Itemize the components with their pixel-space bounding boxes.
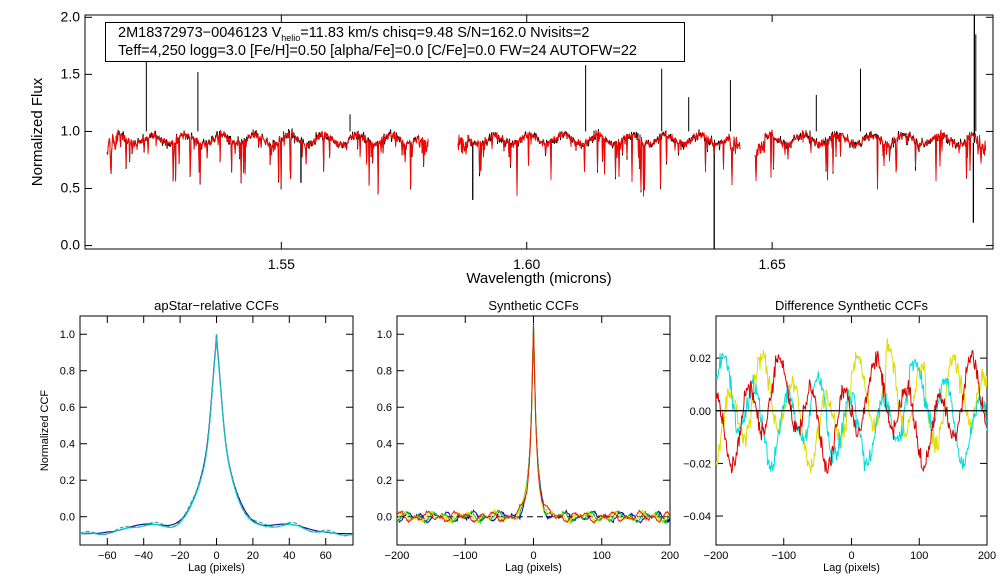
apstar-series-group — [80, 334, 353, 537]
synthetic-series-1 — [397, 323, 670, 524]
apstar-title: apStar−relative CCFs — [154, 298, 279, 313]
spectrum-y-axis-label: Normalized Flux — [29, 77, 46, 186]
spectrum-panel: 1.55 1.60 1.65 0.0 0.5 1.0 1.5 2.0 Wavelength (m… — [29, 8, 994, 287]
synthetic-y-tick-label: 0.4 — [377, 439, 392, 451]
spectrum-x-tick-label: 1.55 — [268, 256, 295, 272]
synthetic-ccf-panel: −200 −100 0 100 200 0.0 0.2 0.4 0.6 0.8 1.0 Synthet… — [377, 298, 679, 574]
apstar-y-tick-label: 0.0 — [60, 512, 75, 524]
difference-series-3 — [716, 350, 987, 474]
synthetic-x-axis-label: Lag (pixels) — [505, 562, 562, 574]
spectrum-info-box: 2M18372973−0046123 Vhelio=11.83 km/s chi… — [105, 22, 685, 62]
difference-ccf-panel: −200 −100 0 100 200 −0.04 −0.02 0.00 0.02 Differe… — [683, 298, 996, 574]
apstar-x-tick-label: 60 — [320, 550, 332, 562]
synthetic-y-tick-label: 0.2 — [377, 475, 392, 487]
apstar-plot-frame — [79, 315, 354, 546]
spectrum-model-line — [754, 129, 986, 190]
apstar-y-tick-label: 1.0 — [60, 329, 75, 341]
synthetic-x-tick-label: −200 — [385, 550, 410, 562]
apstar-x-tick-label: 20 — [247, 550, 259, 562]
apstar-x-tick-label: −60 — [98, 550, 117, 562]
synthetic-x-tick-label: 100 — [593, 550, 611, 562]
difference-series-1 — [716, 338, 987, 474]
spectrum-y-tick-label: 2.0 — [61, 8, 81, 24]
apstar-x-tick-label: −20 — [171, 550, 190, 562]
apstar-series-2 — [80, 334, 353, 536]
synthetic-title: Synthetic CCFs — [488, 298, 579, 313]
synthetic-series-3 — [397, 325, 670, 525]
synthetic-series-4 — [397, 324, 670, 525]
apstar-series-1 — [80, 334, 353, 535]
spectrum-y-tick-label: 1.5 — [61, 65, 81, 81]
info-star-id: 2M18372973−0046123 V — [118, 25, 282, 41]
spectrum-x-tick-label: 1.65 — [759, 256, 786, 272]
difference-title: Difference Synthetic CCFs — [775, 298, 928, 313]
apstar-x-tick-label: −40 — [134, 550, 153, 562]
difference-x-tick-label: 0 — [848, 550, 854, 562]
spectrum-plot-frame — [84, 14, 994, 250]
spectrum-model-line — [106, 129, 429, 195]
info-line-2: Teff=4,250 logg=3.0 [Fe/H]=0.50 [alpha/F… — [118, 43, 637, 59]
synthetic-y-tick-label: 0.0 — [377, 512, 392, 524]
info-vhelio-subscript: helio — [281, 32, 301, 43]
apstar-ccf-panel: −60 −40 −20 0 20 40 60 0.0 0.2 0.4 0.6 0.8 1.0 apStar… — [39, 298, 354, 574]
spectrum-model-series — [106, 129, 986, 197]
spectrum-model-line — [457, 130, 741, 197]
synthetic-x-tick-label: −100 — [453, 550, 478, 562]
apstar-series-3 — [80, 334, 353, 537]
difference-x-tick-label: 100 — [910, 550, 928, 562]
synthetic-plot-frame — [396, 315, 671, 546]
synthetic-x-tick-label: 200 — [661, 550, 679, 562]
difference-x-tick-label: −100 — [771, 550, 796, 562]
spectrum-x-tick-label: 1.60 — [513, 256, 540, 272]
spectrum-observed-line — [106, 128, 429, 195]
spectrum-x-axis-label: Wavelength (microns) — [466, 270, 611, 287]
synthetic-series-2 — [397, 324, 670, 525]
difference-y-tick-label: −0.02 — [683, 458, 711, 470]
synthetic-y-tick-label: 1.0 — [377, 329, 392, 341]
difference-series-2 — [716, 352, 987, 472]
apstar-y-axis-label: Normalized CCF — [39, 390, 51, 472]
apstar-y-tick-label: 0.4 — [60, 439, 75, 451]
synthetic-y-tick-label: 0.8 — [377, 366, 392, 378]
difference-series-group — [716, 338, 987, 474]
difference-y-tick-label: −0.04 — [683, 511, 711, 523]
apstar-x-tick-label: 0 — [213, 550, 219, 562]
difference-y-tick-label: 0.02 — [690, 353, 711, 365]
apstar-y-tick-label: 0.8 — [60, 366, 75, 378]
difference-x-tick-label: −200 — [704, 550, 729, 562]
apstar-y-tick-label: 0.6 — [60, 402, 75, 414]
spectrum-y-tick-label: 1.0 — [61, 122, 81, 138]
apstar-y-tick-label: 0.2 — [60, 475, 75, 487]
apstar-x-tick-label: 40 — [283, 550, 295, 562]
synthetic-x-tick-label: 0 — [530, 550, 536, 562]
difference-y-tick-label: 0.00 — [690, 406, 711, 418]
difference-x-axis-label: Lag (pixels) — [823, 562, 880, 574]
apstar-x-axis-label: Lag (pixels) — [188, 562, 245, 574]
spectrum-y-tick-label: 0.5 — [61, 180, 81, 196]
difference-plot-frame — [715, 315, 988, 546]
info-stats: =11.83 km/s chisq=9.48 S/N=162.0 Nvisits… — [300, 25, 590, 41]
difference-x-tick-label: 200 — [978, 550, 996, 562]
spectrum-y-tick-label: 0.0 — [61, 237, 81, 253]
synthetic-series-group — [397, 323, 670, 525]
info-line-1: 2M18372973−0046123 Vhelio=11.83 km/s chi… — [118, 25, 589, 43]
synthetic-y-tick-label: 0.6 — [377, 402, 392, 414]
